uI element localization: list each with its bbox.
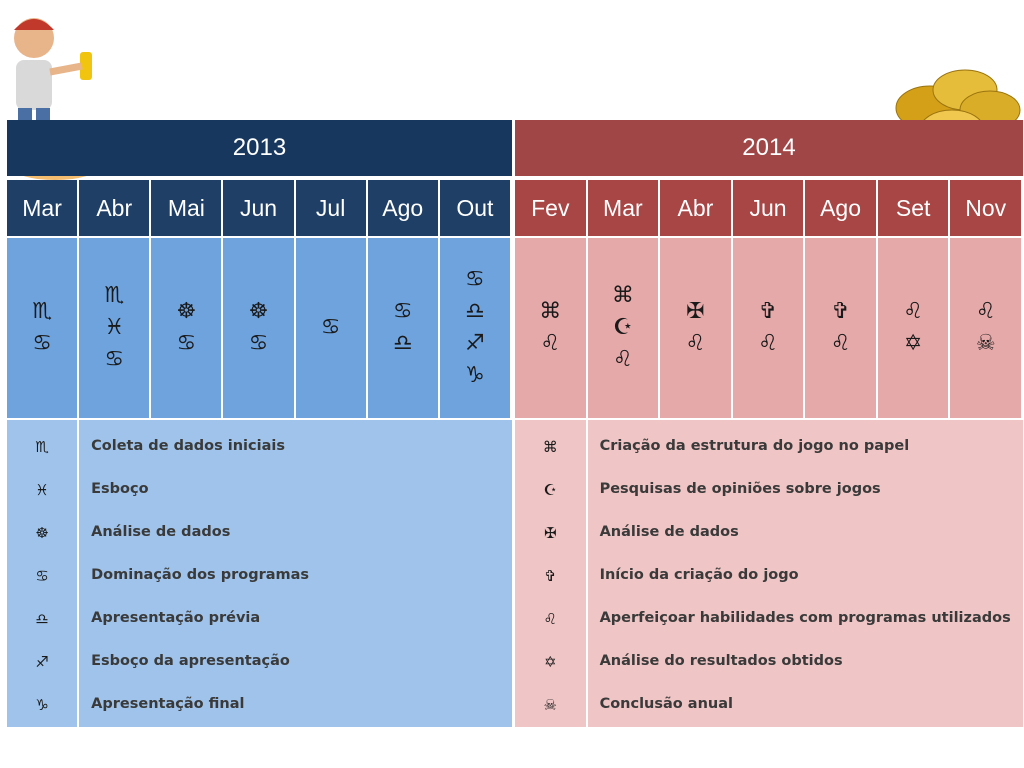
month-header: Mar bbox=[587, 180, 659, 236]
legend-text: Pesquisas de opiniões sobre jogos bbox=[599, 481, 881, 497]
month-header: Fev bbox=[515, 180, 586, 236]
legend-text: Dominação dos programas bbox=[91, 567, 310, 583]
legend-text: Criação da estrutura do jogo no papel bbox=[599, 438, 910, 454]
legend-symbol: ♎ bbox=[35, 610, 49, 628]
symbol: ♌ bbox=[830, 331, 851, 356]
legend-symbol: ✡ bbox=[543, 653, 557, 671]
legend-symbol: ♓ bbox=[35, 481, 49, 499]
symbol: ♑ bbox=[465, 363, 485, 388]
month-symbols: ♌ ☠ bbox=[950, 238, 1021, 418]
symbol: ♌ bbox=[612, 347, 633, 372]
month-symbols: ⌘ ♌ bbox=[515, 238, 586, 418]
symbol: ♋ bbox=[465, 267, 485, 292]
month-symbols: ⌘ ☪ ♌ bbox=[587, 238, 659, 418]
month-symbols: ✞ ♌ bbox=[805, 238, 876, 418]
legend-text: Análise de dados bbox=[599, 524, 739, 540]
symbol: ♐ bbox=[465, 331, 485, 356]
legend-text: Análise de dados bbox=[91, 524, 231, 540]
legend-symbol: ☪ bbox=[543, 481, 557, 499]
symbol: ♋ bbox=[392, 299, 413, 324]
month-header: Jun bbox=[732, 180, 804, 236]
month-header: Mar bbox=[7, 180, 78, 236]
legend-text: Início da criação do jogo bbox=[599, 567, 799, 583]
symbol: ⌘ bbox=[539, 299, 562, 324]
symbol: ♌ bbox=[975, 299, 996, 324]
legend-symbol: ☠ bbox=[543, 696, 557, 714]
legend-text: Apresentação final bbox=[91, 696, 245, 712]
legend-text: Esboço da apresentação bbox=[91, 653, 290, 669]
month-header: Nov bbox=[950, 180, 1021, 236]
symbol: ♋ bbox=[32, 331, 52, 356]
symbol: ♎ bbox=[465, 299, 485, 324]
symbol: ♋ bbox=[248, 331, 269, 356]
legend-symbol-column bbox=[7, 420, 78, 727]
symbol: ✡ bbox=[903, 331, 923, 356]
month-symbols: ♋ ♎ bbox=[367, 238, 438, 418]
legend-text: Conclusão anual bbox=[599, 696, 733, 712]
legend-symbol: ⌘ bbox=[542, 438, 558, 456]
symbol: ♋ bbox=[104, 347, 125, 372]
symbol: ♋ bbox=[320, 315, 341, 340]
symbol: ☪ bbox=[612, 315, 633, 340]
legend-symbol: ♏ bbox=[35, 438, 49, 456]
symbol: ♌ bbox=[540, 331, 561, 356]
year-header: 2013 bbox=[7, 120, 512, 176]
legend-symbol: ☸ bbox=[35, 524, 49, 542]
symbol: ♌ bbox=[685, 331, 706, 356]
symbol: ✠ bbox=[686, 299, 705, 324]
legend-text: Aperfeiçoar habilidades com programas ut… bbox=[599, 610, 1011, 626]
symbol: ♌ bbox=[758, 331, 778, 356]
symbol: ♎ bbox=[392, 331, 413, 356]
month-symbols: ☸ ♋ bbox=[151, 238, 222, 418]
legend-text-column bbox=[587, 420, 1023, 727]
month-symbols: ♏ ♓ ♋ bbox=[79, 238, 150, 418]
month-header: Abr bbox=[660, 180, 731, 236]
month-header: Abr bbox=[79, 180, 150, 236]
legend-text: Apresentação prévia bbox=[91, 610, 261, 626]
legend-symbol: ♌ bbox=[543, 610, 557, 628]
symbol: ♓ bbox=[104, 315, 125, 340]
symbol: ♏ bbox=[104, 283, 125, 308]
month-header: Jul bbox=[295, 180, 366, 236]
legend-symbol-column bbox=[515, 420, 586, 727]
legend-text: Esboço bbox=[91, 481, 149, 497]
month-symbols: ✠ ♌ bbox=[660, 238, 731, 418]
legend-text: Análise do resultados obtidos bbox=[599, 653, 843, 669]
month-symbols: ✞ ♌ bbox=[732, 238, 804, 418]
symbol: ✞ bbox=[758, 299, 778, 324]
legend-text-column bbox=[79, 420, 512, 727]
month-symbols: ☸ ♋ bbox=[223, 238, 294, 418]
month-header: Ago bbox=[805, 180, 876, 236]
symbol: ☠ bbox=[975, 331, 996, 356]
month-symbols: ♏ ♋ bbox=[7, 238, 78, 418]
month-header: Ago bbox=[367, 180, 438, 236]
month-header: Set bbox=[877, 180, 949, 236]
legend-symbol: ♋ bbox=[35, 567, 49, 585]
month-symbols: ♌ ✡ bbox=[877, 238, 949, 418]
legend-symbol: ✠ bbox=[543, 524, 557, 542]
symbol: ⌘ bbox=[611, 283, 634, 308]
month-header: Jun bbox=[223, 180, 294, 236]
legend-symbol: ♐ bbox=[35, 653, 49, 671]
legend-symbol: ✞ bbox=[543, 567, 557, 585]
symbol: ♌ bbox=[903, 299, 923, 324]
symbol: ♏ bbox=[32, 299, 52, 324]
symbol: ♋ bbox=[176, 331, 197, 356]
legend-text: Coleta de dados iniciais bbox=[91, 438, 285, 454]
month-symbols: ♋ ♎ ♐ ♑ bbox=[439, 238, 510, 418]
legend-symbol: ♑ bbox=[35, 696, 49, 714]
symbol: ☸ bbox=[176, 299, 197, 324]
symbol: ✞ bbox=[831, 299, 850, 324]
month-symbols: ♋ bbox=[295, 238, 366, 418]
symbol: ☸ bbox=[248, 299, 269, 324]
month-header: Out bbox=[439, 180, 510, 236]
month-header: Mai bbox=[151, 180, 222, 236]
year-header: 2014 bbox=[515, 120, 1023, 176]
